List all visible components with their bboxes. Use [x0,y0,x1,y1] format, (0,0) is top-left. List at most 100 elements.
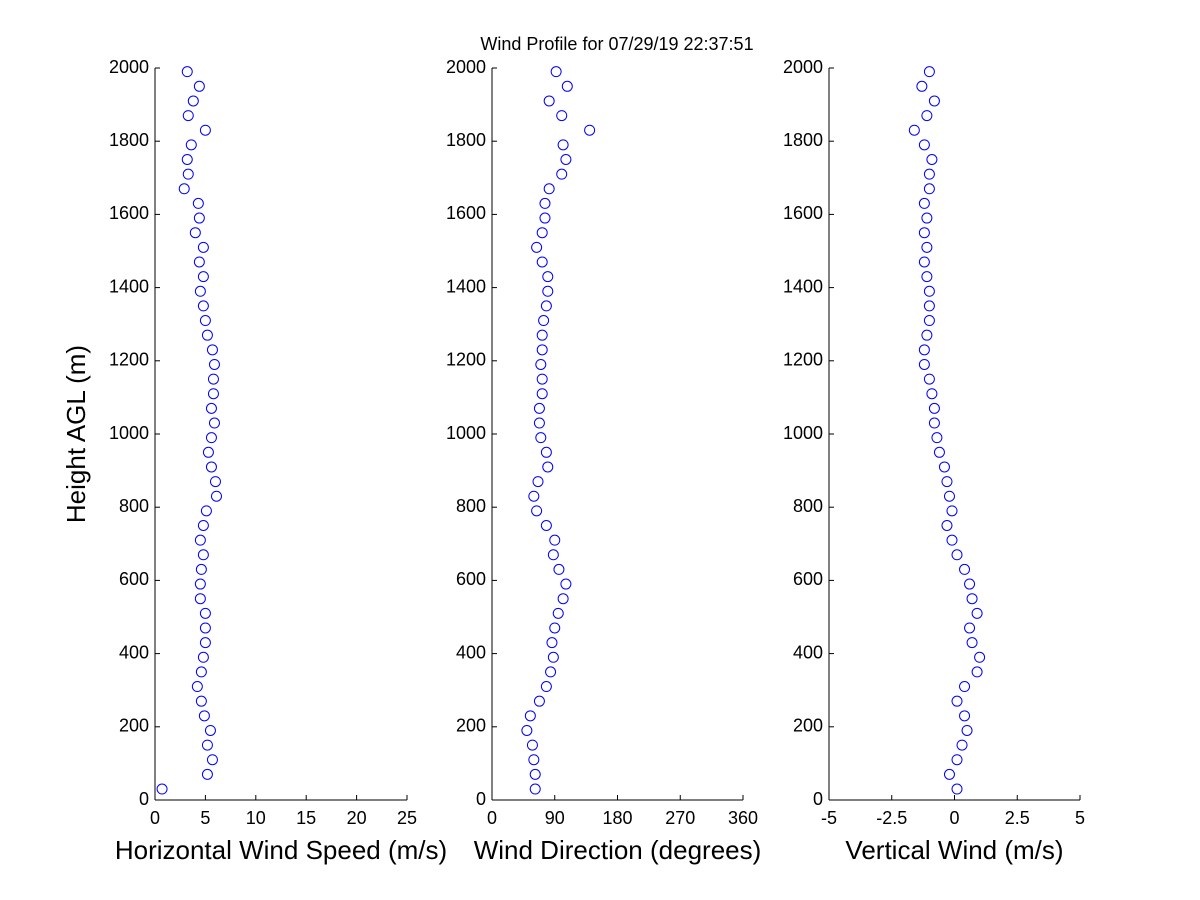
data-point [966,637,978,649]
data-point [204,724,216,736]
data-point [539,212,551,224]
data-point [961,724,973,736]
data-point [553,563,565,575]
data-point [201,768,213,780]
data-point [923,300,935,312]
data-point [557,139,569,151]
data-point [560,154,572,165]
data-point [928,417,940,429]
y-tick-label: 2000 [446,57,486,77]
x-tick-label: 15 [296,808,316,828]
data-point [202,446,214,458]
data-point [918,358,930,370]
data-point [964,622,976,634]
data-point [207,373,219,385]
y-tick-label: 2000 [783,57,823,77]
data-point [521,724,533,736]
data-point [193,256,205,268]
data-point [533,402,545,414]
data-point [923,315,935,327]
data-point [921,329,933,341]
data-point [208,417,220,429]
data-point [938,461,950,473]
data-point [195,563,207,575]
x-tick-label: -5 [821,808,837,828]
data-point [201,329,213,341]
y-tick-label: 1200 [446,350,486,370]
data-point [946,505,958,517]
y-tick-label: 1400 [446,276,486,296]
data-point [533,417,545,429]
data-point [547,651,559,663]
data-point [194,285,206,297]
y-axis-label: Height AGL (m) [61,345,91,523]
data-point [198,710,210,722]
x-tick-label: 5 [200,808,210,828]
data-point [959,710,971,722]
data-point [923,168,935,180]
data-point [926,388,938,400]
data-point [971,666,983,678]
data-point [197,271,209,283]
data-point [951,783,963,795]
data-point [193,212,205,224]
data-point [931,432,943,444]
data-point [943,768,955,780]
y-tick-label: 600 [119,569,149,589]
data-point [918,344,930,356]
data-point [923,285,935,297]
data-point [207,388,219,400]
data-point [964,578,976,590]
data-point [951,549,963,561]
data-point [209,476,221,488]
x-tick-label: 20 [347,808,367,828]
data-point [205,432,217,444]
data-point [194,593,206,605]
data-point [540,520,552,531]
x-tick-label: 180 [602,808,632,828]
data-point [926,154,938,165]
data-point [918,197,930,209]
data-point [199,124,211,136]
y-tick-label: 800 [119,496,149,516]
data-point [923,66,935,78]
x-axis-label: Horizontal Wind Speed (m/s) [115,835,447,865]
data-point [199,622,211,634]
data-point [923,373,935,385]
data-point [197,651,209,663]
data-point [921,212,933,224]
data-point [206,344,218,356]
data-point [187,95,199,107]
data-point [545,666,557,678]
data-point [210,490,222,502]
data-point [194,534,206,546]
data-point [192,197,204,209]
data-point [556,168,568,180]
x-axis-label: Vertical Wind (m/s) [845,835,1063,865]
y-tick-label: 200 [119,716,149,736]
data-point [918,256,930,268]
data-point [197,520,209,531]
x-tick-label: 0 [150,808,160,828]
data-point [524,710,536,722]
data-point [561,80,573,92]
data-point [918,139,930,151]
data-point [205,461,217,473]
y-tick-label: 1400 [783,276,823,296]
data-point [178,183,190,195]
data-point [532,476,544,488]
data-point [200,505,212,517]
data-point [181,154,193,165]
data-point [193,80,205,92]
data-point [941,476,953,488]
data-point [156,783,168,795]
y-tick-label: 1600 [109,203,149,223]
data-point [951,754,963,766]
x-tick-label: 5 [1075,808,1085,828]
data-point [557,593,569,605]
data-point [536,227,548,239]
data-point [542,271,554,283]
y-tick-label: 800 [793,496,823,516]
data-point [529,768,541,780]
